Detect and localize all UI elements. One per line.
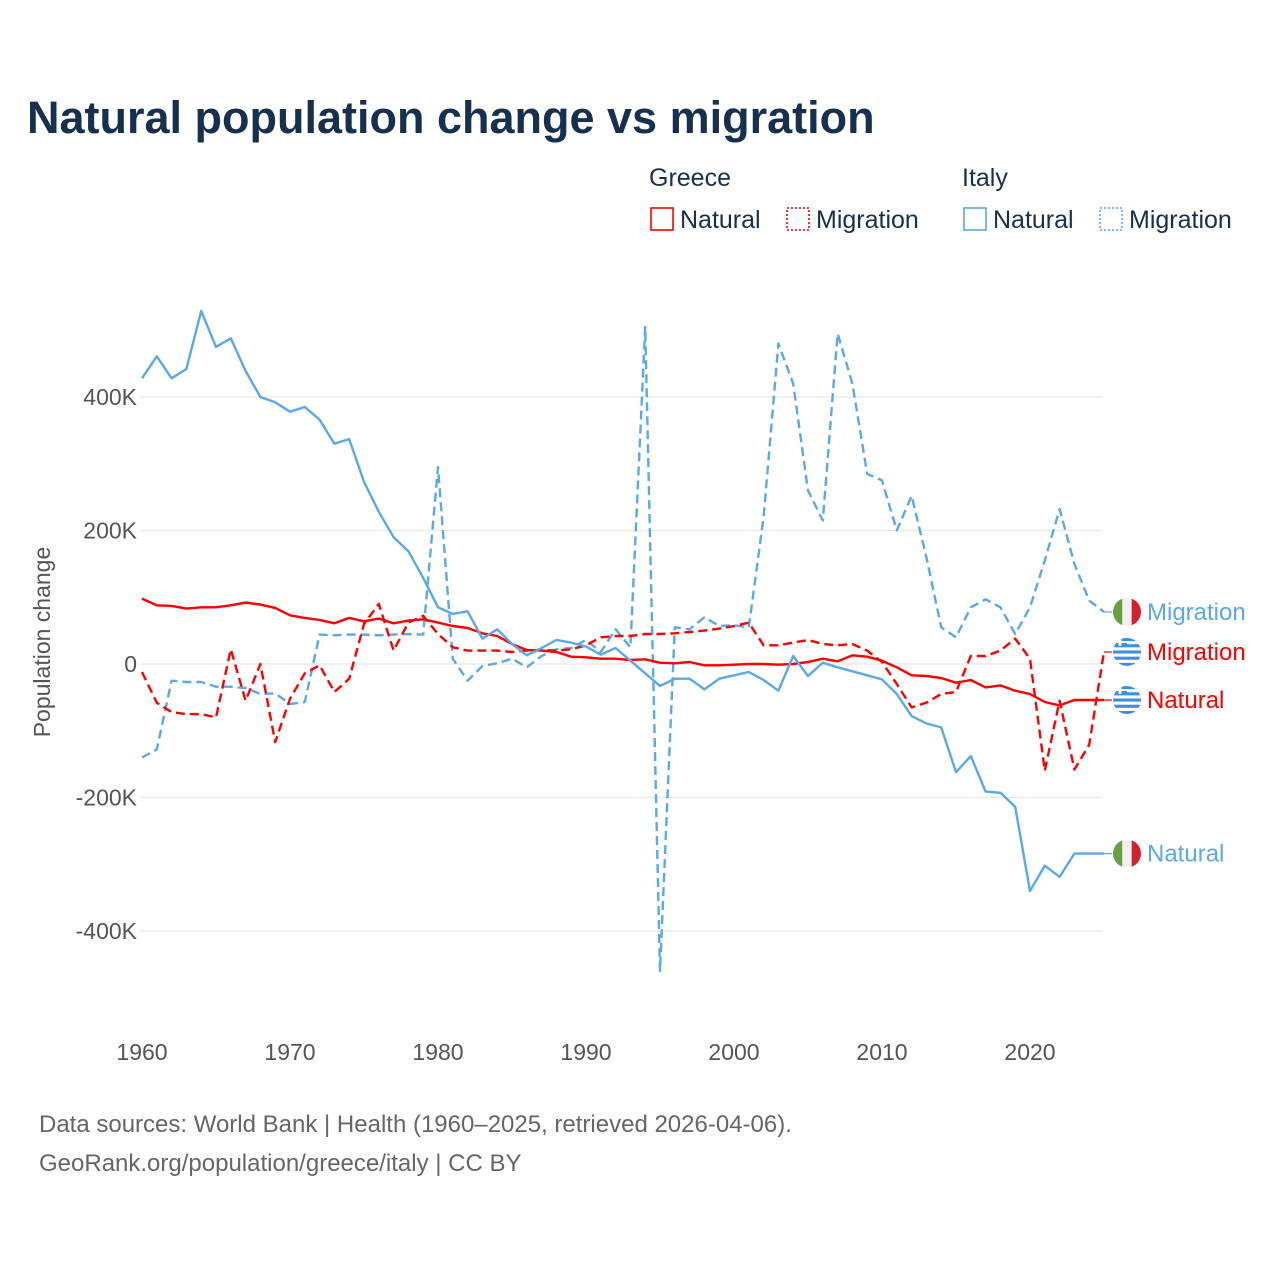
italy-flag-icon [1113,839,1141,868]
end-labels: Migration Migration Natural Natural [1104,597,1246,868]
x-tick-label: 1970 [264,1039,315,1065]
x-tick-label: 2010 [856,1039,907,1065]
legend-swatch-italy-migration [1099,207,1123,231]
legend-swatch-greece-natural [650,207,674,231]
legend-label-italy-natural[interactable]: Natural [993,206,1074,234]
footer-sources: Data sources: World Bank | Health (1960–… [39,1111,792,1138]
italy-flag-icon [1113,597,1141,626]
series-line-greece-migration[interactable] [140,602,1106,772]
end-label: Migration [1147,639,1246,666]
series-line-italy-natural[interactable] [141,309,1104,893]
chart-title: Natural population change vs migration [27,92,875,143]
greece-flag-icon [1113,686,1141,715]
series-line-greece-natural[interactable] [141,597,1104,707]
y-ticks: 400K 200K 0 -200K -400K [76,384,138,944]
series-lines [140,309,1106,973]
y-axis-label: Population change [29,547,55,738]
series-line-italy-migration[interactable] [141,325,1105,973]
x-tick-label: 2020 [1004,1039,1055,1065]
y-tick-label: 200K [83,518,137,544]
x-tick-label: 2000 [708,1039,759,1065]
legend-group-greece: Greece [649,164,731,192]
footer-attribution[interactable]: GeoRank.org/population/greece/italy | CC… [39,1150,522,1177]
x-ticks: 1960 1970 1980 1990 2000 2010 2020 [116,1039,1055,1065]
y-tick-label: -400K [76,918,138,944]
y-tick-label: 400K [83,384,137,410]
end-label: Migration [1147,599,1246,626]
legend-swatch-greece-migration [786,207,810,231]
y-tick-label: 0 [124,651,137,677]
legend-swatch-italy-natural [963,207,987,231]
legend-label-greece-natural[interactable]: Natural [680,206,761,234]
end-label: Natural [1147,841,1224,868]
legend: Greece Natural Migration Italy Natural M… [649,164,1232,234]
greece-flag-icon [1113,637,1141,666]
legend-label-greece-migration[interactable]: Migration [816,206,919,234]
legend-label-italy-migration[interactable]: Migration [1129,206,1232,234]
legend-group-italy: Italy [962,164,1008,192]
end-label: Natural [1147,687,1224,714]
x-tick-label: 1980 [412,1039,463,1065]
x-tick-label: 1960 [116,1039,167,1065]
y-tick-label: -200K [76,785,138,811]
gridlines [140,396,1103,932]
x-tick-label: 1990 [560,1039,611,1065]
